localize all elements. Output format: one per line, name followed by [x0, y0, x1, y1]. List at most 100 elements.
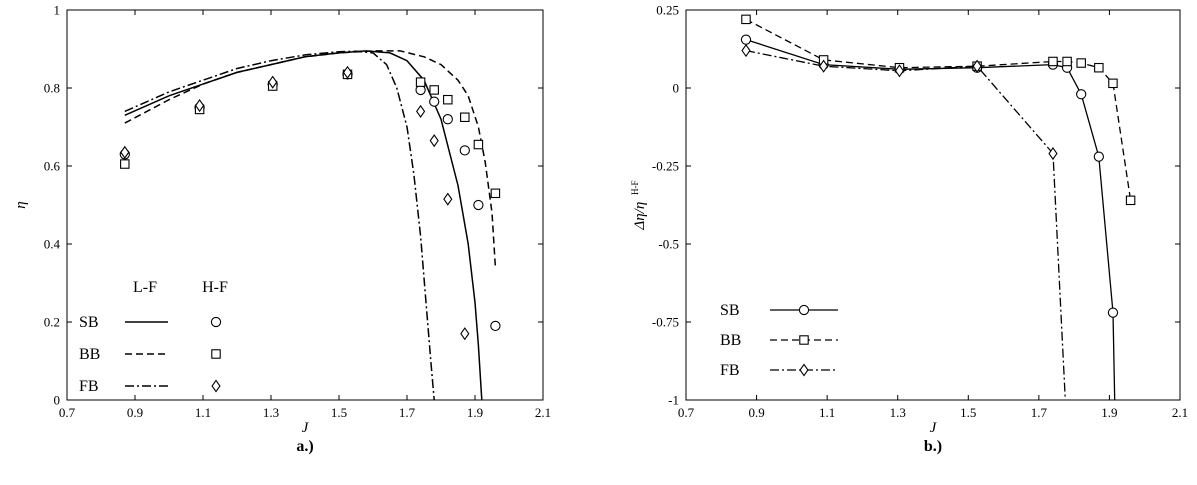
- legend-label-fb: FB: [79, 378, 99, 395]
- legend-marker-sb: [798, 304, 810, 316]
- y-tick-label: -1: [668, 393, 679, 408]
- legend-b: SB BB FB: [720, 302, 838, 379]
- y-tick-label: 0: [54, 393, 61, 408]
- data-point-sb: [1093, 151, 1104, 162]
- data-point-hf-fb: [460, 327, 470, 341]
- data-point-fb: [894, 64, 905, 78]
- legend-label-bb: BB: [79, 346, 100, 363]
- data-point-bb: [1062, 56, 1072, 67]
- y-tick-label: -0.75: [652, 315, 679, 330]
- panel-label-a: a.): [296, 438, 313, 455]
- data-point-hf-fb: [429, 134, 439, 148]
- x-tick-label: 1.1: [195, 405, 211, 420]
- y-tick-label: 0.6: [44, 159, 61, 174]
- data-point-hf-fb: [120, 145, 130, 159]
- y-axis-label-b: Δη/η H-F: [630, 180, 648, 230]
- data-point-hf-fb: [195, 98, 205, 113]
- data-point-sb: [740, 34, 752, 45]
- legend-label-fb: FB: [720, 362, 740, 379]
- axis-ticks-a: 0.7 0.9 1.1 1.3 1.5 1.7 1.9 2.1 0 0.2 0.4 0.6 0.8 1: [44, 3, 551, 421]
- data-point-bb: [1076, 58, 1086, 68]
- data-point-bb: [1094, 62, 1104, 73]
- data-point-hf-bb: [429, 85, 439, 95]
- plot-frame-b: [685, 9, 1181, 401]
- legend-marker-fb: [799, 363, 809, 377]
- data-point-hf-sb: [473, 199, 484, 211]
- x-tick-label: 1.9: [467, 405, 483, 420]
- plot-series-a: [119, 50, 501, 400]
- series-line-lf-bb: [124, 50, 497, 268]
- legend-header-lf: L-F: [133, 279, 157, 296]
- data-point-fb: [741, 44, 751, 58]
- data-point-hf-sb: [442, 114, 453, 125]
- y-tick-label: 0.4: [44, 237, 61, 252]
- data-point-fb: [972, 59, 982, 73]
- x-tick-label: 1.3: [263, 405, 279, 420]
- y-axis-label-b-main: Δη/η: [632, 202, 648, 231]
- data-point-hf-fb: [342, 65, 353, 79]
- y-tick-label: 1: [54, 3, 61, 18]
- series-line-lf-fb: [124, 50, 435, 400]
- legend-marker-sb: [210, 316, 222, 328]
- chart-panel-a: 0.7 0.9 1.1 1.3 1.5 1.7 1.9 2.1 0 0.2 0.4 0.6 0.8 1 L…: [13, 3, 551, 456]
- data-point-hf-fb: [416, 104, 426, 118]
- series-line-lf-sb: [124, 50, 483, 400]
- x-tick-label: 0.9: [748, 405, 764, 420]
- plot-series-b: [740, 14, 1136, 400]
- plot-body: [740, 14, 1136, 400]
- y-tick-label: 0.25: [656, 3, 679, 18]
- x-tick-label: 1.5: [960, 405, 976, 420]
- data-point-hf-bb: [120, 159, 130, 169]
- y-axis-label-a: η: [13, 201, 29, 208]
- x-tick-label: 0.9: [127, 405, 143, 420]
- x-tick-label: 0.7: [59, 405, 76, 420]
- data-point-bb: [1125, 195, 1136, 206]
- y-tick-label: 0: [673, 81, 680, 96]
- series-line-bb: [745, 18, 1132, 201]
- data-point-fb: [1048, 146, 1058, 161]
- x-tick-label: 1.7: [1031, 405, 1048, 420]
- x-axis-label-b: J: [930, 420, 938, 436]
- legend-marker-bb: [799, 335, 809, 345]
- plot-frame-a: [66, 9, 544, 401]
- legend-a: L-F H-F SB BB FB: [79, 279, 228, 395]
- y-tick-label: 0.8: [44, 81, 60, 96]
- x-tick-label: 2.1: [535, 405, 551, 420]
- series-line-sb: [745, 38, 1116, 400]
- x-tick-label: 1.3: [890, 405, 906, 420]
- data-point-hf-bb: [460, 112, 470, 123]
- y-tick-label: 0.2: [44, 315, 60, 330]
- data-point-hf-fb: [443, 192, 453, 206]
- data-point-fb: [819, 59, 829, 73]
- data-point-hf-bb: [443, 94, 453, 105]
- x-tick-label: 0.7: [678, 405, 695, 420]
- legend-marker-fb: [211, 379, 221, 393]
- data-point-hf-sb: [490, 320, 501, 332]
- x-tick-label: 1.9: [1101, 405, 1117, 420]
- x-axis-label-a: J: [302, 420, 310, 436]
- data-point-bb: [1108, 78, 1118, 89]
- legend-marker-bb: [211, 349, 221, 359]
- x-tick-label: 1.1: [819, 405, 835, 420]
- legend-label-sb: SB: [720, 302, 740, 319]
- y-axis-label-b-superscript: H-F: [630, 180, 640, 195]
- chart-panel-b: 0.7 0.9 1.1 1.3 1.5 1.7 1.9 2.1 -1 -0.75 -0.5 -0.25…: [630, 3, 1188, 456]
- data-point-sb: [1107, 307, 1119, 318]
- y-tick-label: -0.5: [658, 237, 679, 252]
- data-point-hf-bb: [490, 188, 501, 199]
- data-point-bb: [1048, 56, 1058, 67]
- x-tick-label: 2.1: [1172, 405, 1188, 420]
- legend-label-sb: SB: [79, 314, 99, 331]
- x-tick-label: 1.7: [399, 405, 416, 420]
- data-point-sb: [1076, 89, 1087, 100]
- x-tick-label: 1.5: [331, 405, 347, 420]
- data-point-hf-sb: [429, 96, 440, 107]
- axis-ticks-b: 0.7 0.9 1.1 1.3 1.5 1.7 1.9 2.1 -1 -0.75 -0.5 -0.25…: [652, 3, 1188, 421]
- data-point-hf-bb: [473, 139, 484, 150]
- series-line-fb: [745, 49, 1066, 400]
- data-point-bb: [741, 14, 751, 25]
- y-tick-label: -0.25: [652, 159, 679, 174]
- legend-label-bb: BB: [720, 332, 741, 349]
- panel-label-b: b.): [924, 438, 942, 455]
